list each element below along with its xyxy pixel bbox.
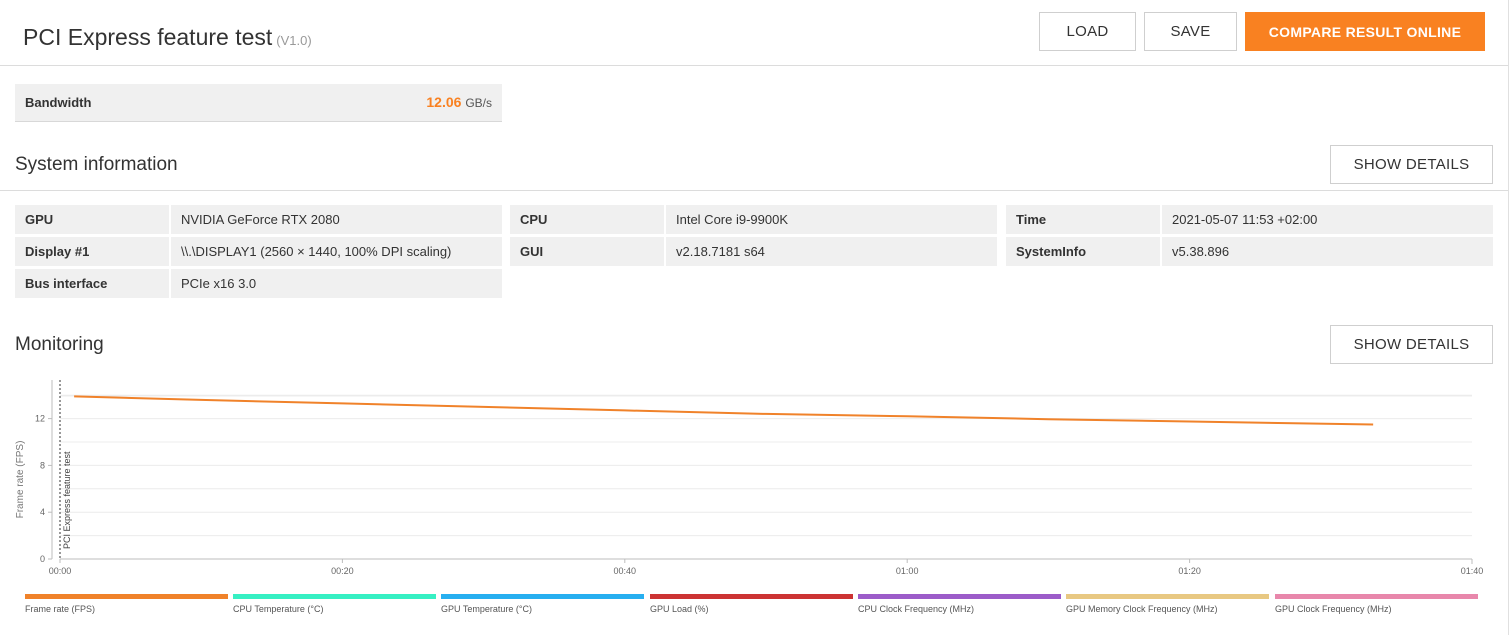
info-key-bus-interface: Bus interface bbox=[15, 269, 171, 298]
legend-label: GPU Load (%) bbox=[650, 604, 709, 614]
legend-label: CPU Temperature (°C) bbox=[233, 604, 324, 614]
legend-label: GPU Temperature (°C) bbox=[441, 604, 532, 614]
legend-item-gpu-memory-clock-frequency[interactable]: GPU Memory Clock Frequency (MHz) bbox=[1066, 594, 1269, 614]
x-tick-label: 01:40 bbox=[1461, 566, 1484, 576]
x-tick-label: 00:40 bbox=[614, 566, 637, 576]
table-row: SystemInfo v5.38.896 bbox=[1006, 237, 1493, 266]
load-button[interactable]: LOAD bbox=[1039, 12, 1136, 51]
y-tick-label: 0 bbox=[40, 554, 45, 564]
legend-swatch bbox=[650, 594, 853, 599]
series-line-frame-rate bbox=[74, 395, 1374, 426]
info-value-display: \\.\DISPLAY1 (2560 × 1440, 100% DPI scal… bbox=[171, 237, 502, 266]
monitoring-show-details-button[interactable]: SHOW DETAILS bbox=[1330, 325, 1493, 364]
x-tick-label: 00:00 bbox=[49, 566, 72, 576]
test-version: (V1.0) bbox=[276, 33, 312, 48]
table-row: CPU Intel Core i9-9900K bbox=[510, 205, 997, 234]
test-title: PCI Express feature test bbox=[23, 24, 273, 50]
x-tick-label: 01:00 bbox=[896, 566, 919, 576]
legend-label: Frame rate (FPS) bbox=[25, 604, 96, 614]
info-value-gpu: NVIDIA GeForce RTX 2080 bbox=[171, 205, 502, 234]
system-info-column-3: Time 2021-05-07 11:53 +02:00 SystemInfo v5… bbox=[1006, 202, 1493, 269]
legend-swatch bbox=[25, 594, 228, 599]
legend-label: CPU Clock Frequency (MHz) bbox=[858, 604, 975, 614]
y-tick-label: 4 bbox=[40, 507, 45, 517]
top-bar: PCI Express feature test (V1.0) LOAD SAVE… bbox=[0, 0, 1508, 66]
y-axis-label: Frame rate (FPS) bbox=[15, 441, 26, 519]
info-key-systeminfo: SystemInfo bbox=[1006, 237, 1162, 266]
system-info-column-1: GPU NVIDIA GeForce RTX 2080 Display #1 \\.… bbox=[15, 202, 502, 301]
compare-result-online-button[interactable]: COMPARE RESULT ONLINE bbox=[1245, 12, 1485, 51]
bandwidth-unit: GB/s bbox=[465, 96, 492, 110]
monitoring-chart: 0 4 8 12 00:00 00:20 00:40 01:00 01:20 01:40 Frame… bbox=[0, 370, 1508, 585]
legend-item-gpu-clock-frequency[interactable]: GPU Clock Frequency (MHz) bbox=[1275, 594, 1478, 614]
legend-swatch bbox=[441, 594, 644, 599]
info-key-time: Time bbox=[1006, 205, 1162, 234]
table-row: Time 2021-05-07 11:53 +02:00 bbox=[1006, 205, 1493, 234]
legend-label: GPU Clock Frequency (MHz) bbox=[1275, 604, 1392, 614]
monitoring-chart-svg: 0 4 8 12 00:00 00:20 00:40 01:00 01:20 01:40 Frame… bbox=[15, 380, 1484, 576]
bandwidth-number: 12.06 bbox=[426, 94, 462, 110]
legend-item-gpu-temperature[interactable]: GPU Temperature (°C) bbox=[441, 594, 644, 614]
legend-item-cpu-temperature[interactable]: CPU Temperature (°C) bbox=[233, 594, 436, 614]
table-row: GPU NVIDIA GeForce RTX 2080 bbox=[15, 205, 502, 234]
save-button[interactable]: SAVE bbox=[1144, 12, 1237, 51]
info-key-cpu: CPU bbox=[510, 205, 666, 234]
table-row: GUI v2.18.7181 s64 bbox=[510, 237, 997, 266]
info-value-systeminfo: v5.38.896 bbox=[1162, 237, 1493, 266]
info-value-gui: v2.18.7181 s64 bbox=[666, 237, 997, 266]
section-divider bbox=[0, 190, 1508, 191]
bandwidth-result: Bandwidth 12.06 GB/s bbox=[15, 84, 502, 122]
info-key-gpu: GPU bbox=[15, 205, 171, 234]
chart-legend: Frame rate (FPS) CPU Temperature (°C) GP… bbox=[0, 594, 1508, 624]
system-info-show-details-button[interactable]: SHOW DETAILS bbox=[1330, 145, 1493, 184]
x-tick-label: 00:20 bbox=[331, 566, 354, 576]
info-value-cpu: Intel Core i9-9900K bbox=[666, 205, 997, 234]
legend-swatch bbox=[1066, 594, 1269, 599]
x-tick-label: 01:20 bbox=[1178, 566, 1201, 576]
legend-swatch bbox=[858, 594, 1061, 599]
legend-swatch bbox=[1275, 594, 1478, 599]
monitoring-title: Monitoring bbox=[15, 334, 104, 355]
info-key-display: Display #1 bbox=[15, 237, 171, 266]
y-tick-label: 8 bbox=[40, 460, 45, 470]
legend-item-cpu-clock-frequency[interactable]: CPU Clock Frequency (MHz) bbox=[858, 594, 1061, 614]
bandwidth-value: 12.06 GB/s bbox=[426, 94, 492, 110]
info-value-bus-interface: PCIe x16 3.0 bbox=[171, 269, 502, 298]
system-info-column-2: CPU Intel Core i9-9900K GUI v2.18.7181 s64 bbox=[510, 202, 997, 269]
y-tick-label: 12 bbox=[35, 414, 45, 424]
legend-label: GPU Memory Clock Frequency (MHz) bbox=[1066, 604, 1218, 614]
bandwidth-label: Bandwidth bbox=[25, 95, 92, 110]
table-row: Display #1 \\.\DISPLAY1 (2560 × 1440, 100… bbox=[15, 237, 502, 266]
test-marker-label: PCI Express feature test bbox=[62, 451, 72, 549]
legend-swatch bbox=[233, 594, 436, 599]
info-key-gui: GUI bbox=[510, 237, 666, 266]
system-information-title: System information bbox=[15, 154, 178, 175]
table-row: Bus interface PCIe x16 3.0 bbox=[15, 269, 502, 298]
legend-item-frame-rate[interactable]: Frame rate (FPS) bbox=[25, 594, 228, 614]
right-divider bbox=[1508, 0, 1509, 635]
info-value-time: 2021-05-07 11:53 +02:00 bbox=[1162, 205, 1493, 234]
page-title: PCI Express feature test (V1.0) bbox=[23, 24, 312, 51]
legend-item-gpu-load[interactable]: GPU Load (%) bbox=[650, 594, 853, 614]
